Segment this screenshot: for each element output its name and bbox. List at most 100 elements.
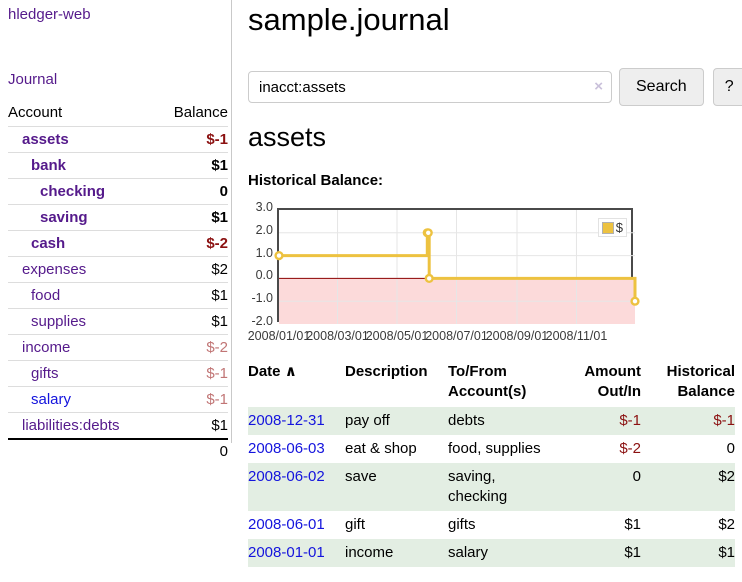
x-axis-tick-label: 2008/09/01	[485, 329, 549, 343]
register-row: 2008-06-01 gift gifts $1 $2	[248, 511, 735, 539]
register-row: 2008-06-02 save saving, checking 0 $2	[248, 463, 735, 511]
account-row: income $-2	[8, 334, 228, 361]
transaction-balance: 0	[726, 440, 735, 457]
transaction-description: income	[345, 544, 394, 561]
accounts-total-value: 0	[219, 443, 228, 460]
accounts-table: Account Balance assets $-1 bank $1 checking 0…	[8, 100, 228, 463]
account-balance: $1	[211, 287, 228, 304]
clear-search-icon[interactable]: ×	[594, 78, 603, 95]
x-axis-tick-label: 2008/07/01	[425, 329, 488, 343]
account-balance: 0	[219, 183, 228, 200]
account-balance: $1	[211, 209, 228, 226]
transaction-balance: $2	[718, 516, 735, 533]
transaction-description: pay off	[345, 412, 390, 429]
account-row: food $1	[8, 282, 228, 309]
y-axis-tick-label: 3.0	[255, 200, 273, 214]
account-balance: $2	[211, 261, 228, 278]
account-row: cash $-2	[8, 230, 228, 257]
account-link[interactable]: income	[22, 339, 71, 356]
app-title-link[interactable]: hledger-web	[8, 6, 91, 23]
account-balance: $1	[211, 157, 228, 174]
transaction-accounts: saving, checking	[448, 468, 508, 505]
transaction-description: save	[345, 468, 377, 485]
account-link[interactable]: checking	[40, 183, 106, 200]
transaction-date-link[interactable]: 2008-06-03	[248, 440, 325, 457]
search-button[interactable]: Search	[619, 68, 704, 106]
transaction-accounts: food, supplies	[448, 440, 541, 457]
register-header-row: Date ∧ Description To/From Account(s) Am…	[248, 360, 735, 407]
x-axis-tick-label: 2008/05/01	[365, 329, 429, 343]
account-balance: $-1	[206, 391, 228, 408]
search-input[interactable]	[248, 71, 612, 103]
accounts-total-spacer	[8, 439, 156, 463]
register-header-account: To/From Account(s)	[448, 363, 527, 400]
accounts-header-row: Account Balance	[8, 100, 228, 127]
transaction-description: eat & shop	[345, 440, 417, 457]
transaction-amount: $-2	[619, 440, 641, 457]
account-row: bank $1	[8, 152, 228, 179]
x-axis-tick-label: 2008/01/01	[247, 329, 311, 343]
journal-link[interactable]: Journal	[8, 71, 58, 88]
account-row: saving $1	[8, 204, 228, 231]
account-link[interactable]: food	[31, 287, 61, 304]
transaction-balance: $2	[718, 468, 735, 485]
y-axis-tick-label: 2.0	[255, 222, 273, 237]
help-button[interactable]: ?	[712, 68, 742, 106]
account-link[interactable]: saving	[40, 209, 88, 226]
transaction-amount: 0	[632, 468, 641, 485]
accounts-header-balance: Balance	[173, 104, 228, 121]
transaction-balance: $-1	[713, 412, 735, 429]
x-axis-tick-label: 2008/03/01	[306, 329, 369, 343]
account-balance: $1	[211, 417, 228, 434]
account-row: checking 0	[8, 178, 228, 205]
legend-label: $	[615, 220, 623, 235]
legend-swatch-icon	[601, 221, 614, 234]
account-link[interactable]: supplies	[31, 313, 87, 330]
account-link[interactable]: cash	[31, 235, 66, 252]
account-row: liabilities:debts $1	[8, 412, 228, 440]
page-title: sample.journal	[248, 2, 450, 37]
transaction-balance: $1	[718, 544, 735, 561]
transaction-date-link[interactable]: 2008-12-31	[248, 412, 325, 429]
search-input-wrap: ×	[248, 71, 612, 103]
account-balance: $-2	[206, 235, 228, 252]
account-row: supplies $1	[8, 308, 228, 335]
account-balance: $-2	[206, 339, 228, 356]
register-header-description: Description	[345, 363, 428, 380]
chart-plot-area[interactable]: $	[274, 208, 640, 324]
account-link[interactable]: gifts	[31, 365, 59, 382]
transaction-amount: $1	[624, 544, 641, 561]
y-axis-tick-label: 1.0	[255, 245, 273, 260]
transaction-amount: $-1	[619, 412, 641, 429]
transaction-date-link[interactable]: 2008-06-01	[248, 516, 325, 533]
sidebar: hledger-web Journal Account Balance asse…	[0, 0, 232, 460]
x-axis-tick-label: 2008/11/01	[545, 329, 608, 343]
transaction-accounts: salary	[448, 544, 489, 561]
accounts-total-row: 0	[8, 439, 228, 463]
transaction-accounts: gifts	[448, 516, 476, 533]
account-row: gifts $-1	[8, 360, 228, 387]
y-axis-tick-label: -2.0	[251, 314, 273, 328]
accounts-header-account: Account	[8, 104, 63, 121]
transaction-accounts: debts	[448, 412, 485, 429]
main-content: sample.journal × Search ? assets Histori…	[248, 0, 742, 582]
register-row: 2008-01-01 income salary $1 $1	[248, 539, 735, 567]
register-header-balance: Historical Balance	[666, 363, 735, 400]
historical-balance-chart[interactable]: $ 3.0 2.0 1.0 0.0 -1.0 -2.0 2008/01/01 2008/03/…	[247, 200, 668, 348]
transaction-amount: $1	[624, 516, 641, 533]
register-header-date[interactable]: Date ∧	[248, 363, 297, 380]
account-link[interactable]: assets	[22, 131, 69, 148]
y-axis-tick-label: 0.0	[255, 268, 273, 283]
account-link[interactable]: liabilities:debts	[22, 417, 120, 434]
account-row: assets $-1	[8, 126, 228, 153]
account-link[interactable]: expenses	[22, 261, 87, 278]
account-link[interactable]: bank	[31, 157, 67, 174]
register-row: 2008-12-31 pay off debts $-1 $-1	[248, 407, 735, 435]
sort-asc-icon: ∧	[284, 363, 297, 380]
transaction-description: gift	[345, 516, 366, 533]
balance-step-line	[274, 210, 640, 324]
account-link[interactable]: salary	[31, 391, 72, 408]
transaction-date-link[interactable]: 2008-01-01	[248, 544, 325, 561]
chart-legend: $	[597, 218, 627, 237]
transaction-date-link[interactable]: 2008-06-02	[248, 468, 325, 485]
